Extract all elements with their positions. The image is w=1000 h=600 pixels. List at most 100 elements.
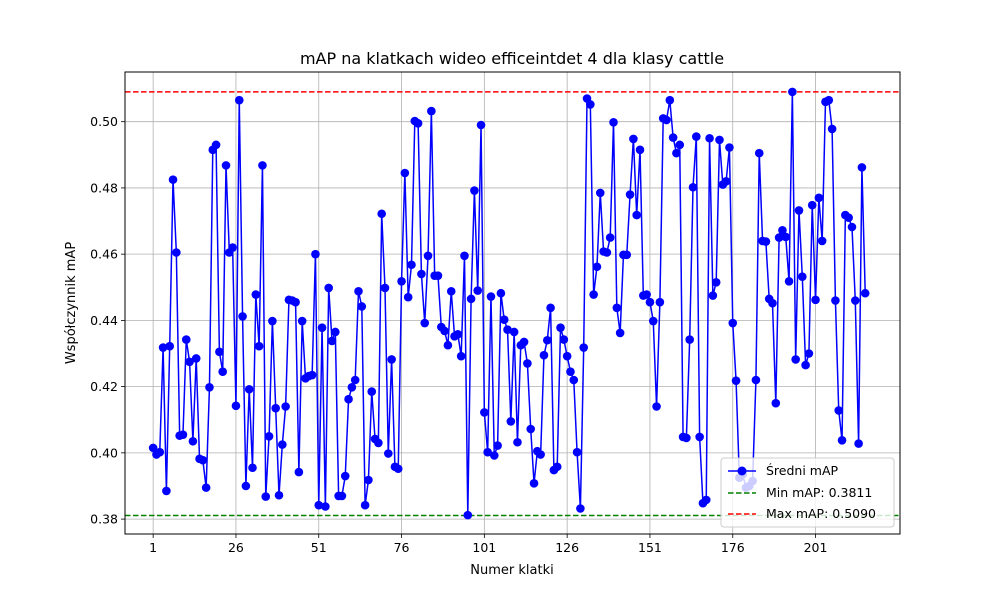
data-point bbox=[460, 251, 469, 261]
data-point bbox=[635, 145, 645, 155]
data-point bbox=[860, 288, 870, 298]
data-point bbox=[489, 451, 499, 460]
data-point bbox=[519, 337, 529, 347]
data-point bbox=[629, 134, 638, 144]
data-point bbox=[393, 464, 403, 474]
series-layer bbox=[148, 87, 870, 520]
legend-box bbox=[720, 457, 895, 528]
data-point bbox=[609, 118, 618, 127]
data-point bbox=[562, 351, 572, 361]
legend-series-marker bbox=[737, 466, 747, 476]
data-point bbox=[168, 175, 178, 184]
data-point bbox=[761, 237, 771, 246]
data-point bbox=[440, 326, 449, 336]
data-point bbox=[205, 382, 214, 392]
data-point bbox=[602, 248, 612, 257]
data-point bbox=[473, 286, 483, 295]
data-point bbox=[788, 87, 797, 97]
data-point bbox=[589, 290, 598, 299]
data-point bbox=[791, 355, 800, 364]
data-point bbox=[456, 351, 466, 361]
data-point bbox=[499, 315, 509, 325]
data-point bbox=[705, 133, 714, 143]
x-tick-label: 101 bbox=[472, 540, 496, 555]
data-point bbox=[721, 176, 731, 186]
data-point bbox=[506, 417, 516, 426]
data-point bbox=[513, 437, 522, 447]
y-tick-label: 0.50 bbox=[90, 114, 118, 129]
data-point bbox=[274, 490, 284, 500]
data-point bbox=[357, 302, 367, 311]
data-point bbox=[834, 406, 844, 415]
data-point bbox=[556, 323, 565, 332]
y-tick-label: 0.46 bbox=[90, 247, 118, 262]
data-point bbox=[850, 296, 860, 305]
data-point bbox=[655, 297, 665, 307]
x-tick-label: 151 bbox=[638, 540, 662, 555]
data-point bbox=[526, 424, 536, 434]
y-tick-label: 0.44 bbox=[90, 313, 118, 328]
data-point bbox=[539, 350, 549, 360]
x-axis-ticks: 1 26 51 76 101 126 151 176 201 bbox=[149, 534, 827, 555]
data-point bbox=[572, 447, 582, 457]
data-point bbox=[340, 471, 350, 481]
data-point bbox=[715, 135, 724, 145]
data-point bbox=[463, 510, 473, 520]
data-point bbox=[162, 486, 171, 496]
data-point bbox=[708, 291, 718, 300]
data-point bbox=[413, 119, 423, 128]
data-point bbox=[688, 182, 698, 192]
data-point bbox=[612, 303, 622, 313]
data-point bbox=[642, 290, 651, 299]
data-point bbox=[605, 233, 615, 242]
data-point bbox=[400, 168, 410, 178]
data-point bbox=[685, 335, 694, 344]
data-point bbox=[801, 360, 810, 370]
x-tick-label: 126 bbox=[555, 540, 579, 555]
data-point bbox=[360, 500, 370, 510]
y-tick-label: 0.42 bbox=[90, 379, 118, 394]
data-point bbox=[566, 367, 575, 377]
data-point bbox=[569, 375, 579, 385]
data-point bbox=[592, 262, 602, 272]
legend-min-label: Min mAP: 0.3811 bbox=[766, 485, 872, 500]
data-point bbox=[725, 143, 734, 152]
data-point bbox=[433, 271, 443, 280]
data-point bbox=[672, 148, 681, 158]
data-point bbox=[798, 272, 807, 281]
data-point bbox=[847, 222, 857, 232]
data-point bbox=[675, 140, 685, 150]
data-point bbox=[771, 398, 781, 408]
data-point bbox=[728, 318, 738, 328]
data-point bbox=[337, 491, 347, 501]
plot-frame bbox=[124, 71, 901, 535]
data-point bbox=[546, 303, 555, 313]
data-point bbox=[768, 298, 777, 308]
data-point bbox=[347, 382, 357, 392]
data-point bbox=[542, 335, 552, 345]
data-point bbox=[811, 295, 820, 305]
data-point bbox=[407, 260, 416, 270]
data-point bbox=[268, 316, 277, 326]
data-point bbox=[211, 140, 221, 150]
data-point bbox=[692, 132, 701, 141]
data-point bbox=[158, 343, 168, 352]
data-point bbox=[172, 248, 181, 257]
data-point bbox=[804, 349, 814, 358]
data-point bbox=[576, 504, 585, 513]
data-point bbox=[354, 286, 363, 296]
data-point bbox=[185, 357, 194, 367]
data-point bbox=[480, 408, 489, 417]
data-point bbox=[231, 401, 241, 411]
data-point bbox=[476, 120, 486, 130]
data-point bbox=[662, 115, 671, 125]
data-point bbox=[446, 286, 456, 296]
data-point bbox=[824, 95, 834, 105]
data-point bbox=[854, 439, 863, 448]
data-point bbox=[652, 402, 661, 411]
data-point bbox=[443, 340, 453, 350]
data-point bbox=[324, 283, 333, 293]
data-point bbox=[831, 296, 840, 305]
data-point bbox=[781, 232, 791, 242]
data-point bbox=[331, 327, 340, 337]
